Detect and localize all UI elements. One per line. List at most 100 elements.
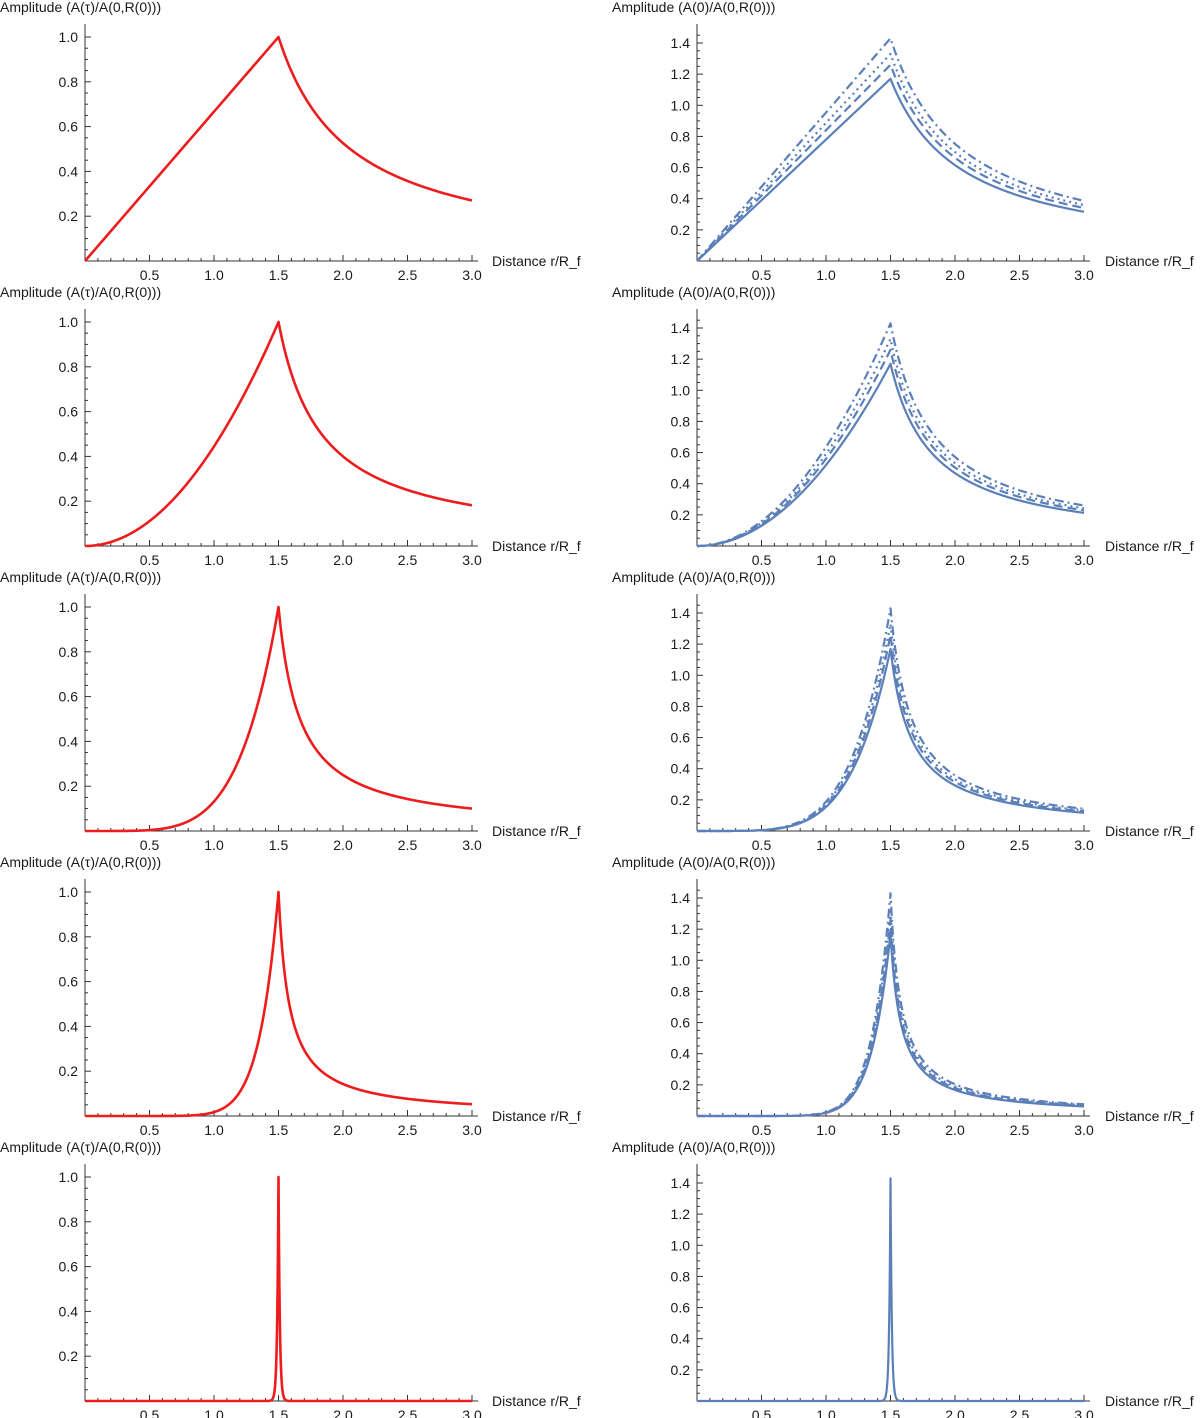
series-line-1 — [696, 77, 1085, 262]
series-line-1 — [696, 1177, 1085, 1403]
x-tick-label: 3.0 — [1074, 552, 1094, 568]
y-tick-label: 0.4 — [59, 448, 79, 464]
series-line-4 — [696, 607, 1085, 833]
x-tick-label: 1.0 — [816, 267, 836, 283]
x-axis-label: Distance r/R_f — [492, 253, 581, 269]
series-line-3 — [696, 907, 1085, 1118]
y-tick-label: 0.2 — [671, 1362, 691, 1378]
x-tick-label: 1.0 — [816, 837, 836, 853]
y-tick-label: 1.0 — [59, 1169, 79, 1185]
y-tick-label: 1.2 — [671, 921, 691, 937]
x-tick-label: 2.0 — [945, 267, 965, 283]
x-tick-label: 1.0 — [816, 1122, 836, 1138]
y-tick-label: 0.4 — [671, 1331, 691, 1347]
x-tick-label: 1.0 — [816, 552, 836, 568]
y-tick-label: 1.2 — [671, 351, 691, 367]
x-tick-label: 1.0 — [816, 1407, 836, 1418]
x-axis-label: Distance r/R_f — [492, 823, 581, 839]
y-tick-label: 1.4 — [671, 320, 691, 336]
x-tick-label: 2.0 — [333, 552, 353, 568]
x-tick-label: 1.5 — [881, 267, 901, 283]
panel-2-right: Amplitude (A(0)/A(0,R(0))) Distance r/R_f… — [612, 284, 1194, 568]
x-tick-label: 2.0 — [945, 552, 965, 568]
series-line-1 — [84, 605, 473, 833]
y-tick-label: 0.2 — [59, 778, 79, 794]
panel-1-left: Amplitude (A(τ)/A(0,R(0))) Distance r/R_f… — [0, 0, 581, 283]
y-tick-label: 1.0 — [671, 952, 691, 968]
panel-5-left: Amplitude (A(τ)/A(0,R(0))) Distance r/R_f… — [0, 1139, 581, 1418]
x-tick-label: 3.0 — [462, 267, 482, 283]
x-tick-label: 0.5 — [752, 552, 772, 568]
x-tick-label: 1.0 — [204, 1407, 224, 1418]
series-line-2 — [696, 63, 1085, 262]
y-tick-label: 0.6 — [671, 1015, 691, 1031]
x-tick-label: 0.5 — [752, 1122, 772, 1138]
x-axis-label: Distance r/R_f — [1105, 538, 1194, 554]
series-line-2 — [696, 348, 1085, 548]
y-tick-label: 1.0 — [59, 884, 79, 900]
panel-1-right: Amplitude (A(0)/A(0,R(0))) Distance r/R_f… — [612, 0, 1194, 283]
y-tick-label: 0.4 — [671, 191, 691, 207]
x-axis-label: Distance r/R_f — [492, 538, 581, 554]
y-tick-label: 0.6 — [671, 445, 691, 461]
x-tick-label: 0.5 — [752, 267, 772, 283]
x-tick-label: 0.5 — [140, 837, 160, 853]
y-tick-label: 1.0 — [671, 667, 691, 683]
y-axis-label: Amplitude (A(0)/A(0,R(0))) — [612, 284, 775, 300]
x-tick-label: 1.5 — [881, 552, 901, 568]
x-tick-label: 1.5 — [269, 1407, 289, 1418]
series-line-1 — [84, 1175, 473, 1403]
y-tick-label: 0.6 — [671, 1300, 691, 1316]
y-tick-label: 0.8 — [59, 644, 79, 660]
x-tick-label: 2.0 — [333, 267, 353, 283]
x-tick-label: 1.5 — [269, 837, 289, 853]
x-tick-label: 1.5 — [269, 1122, 289, 1138]
y-tick-label: 0.4 — [671, 761, 691, 777]
x-tick-label: 1.0 — [204, 267, 224, 283]
y-tick-label: 0.2 — [59, 208, 79, 224]
x-tick-label: 3.0 — [462, 1407, 482, 1418]
x-axis-label: Distance r/R_f — [1105, 1393, 1194, 1409]
y-axis-label: Amplitude (A(0)/A(0,R(0))) — [612, 569, 775, 585]
y-tick-label: 0.6 — [59, 689, 79, 705]
y-tick-label: 0.2 — [59, 1348, 79, 1364]
y-tick-label: 0.8 — [671, 413, 691, 429]
y-tick-label: 0.6 — [671, 730, 691, 746]
x-tick-label: 3.0 — [462, 1122, 482, 1138]
x-tick-label: 0.5 — [752, 837, 772, 853]
x-tick-label: 3.0 — [1074, 1122, 1094, 1138]
x-tick-label: 1.0 — [204, 552, 224, 568]
x-tick-label: 2.0 — [333, 1122, 353, 1138]
x-tick-label: 2.5 — [1010, 1122, 1030, 1138]
x-axis-label: Distance r/R_f — [492, 1108, 581, 1124]
x-tick-label: 1.5 — [269, 267, 289, 283]
series-line-4 — [696, 37, 1085, 262]
x-tick-label: 0.5 — [140, 1407, 160, 1418]
y-tick-label: 0.8 — [671, 128, 691, 144]
y-tick-label: 1.0 — [671, 1237, 691, 1253]
y-tick-label: 0.6 — [59, 974, 79, 990]
x-tick-label: 1.0 — [204, 1122, 224, 1138]
series-line-4 — [696, 892, 1085, 1118]
x-axis-label: Distance r/R_f — [1105, 1108, 1194, 1124]
y-tick-label: 1.4 — [671, 35, 691, 51]
x-tick-label: 2.5 — [398, 1407, 418, 1418]
series-line-1 — [696, 362, 1085, 548]
x-tick-label: 3.0 — [1074, 267, 1094, 283]
y-tick-label: 0.2 — [671, 1077, 691, 1093]
series-line-2 — [696, 633, 1085, 833]
x-tick-label: 3.0 — [462, 837, 482, 853]
x-tick-label: 1.5 — [881, 1407, 901, 1418]
y-axis-label: Amplitude (A(τ)/A(0,R(0))) — [0, 854, 161, 870]
y-tick-label: 1.4 — [671, 605, 691, 621]
panel-4-right: Amplitude (A(0)/A(0,R(0))) Distance r/R_f… — [612, 854, 1194, 1138]
y-tick-label: 0.8 — [671, 698, 691, 714]
x-tick-label: 3.0 — [1074, 837, 1094, 853]
x-axis-label: Distance r/R_f — [1105, 823, 1194, 839]
y-tick-label: 0.2 — [59, 493, 79, 509]
x-tick-label: 2.0 — [945, 1407, 965, 1418]
y-tick-label: 1.0 — [59, 314, 79, 330]
y-tick-label: 0.4 — [59, 733, 79, 749]
x-tick-label: 3.0 — [1074, 1407, 1094, 1418]
